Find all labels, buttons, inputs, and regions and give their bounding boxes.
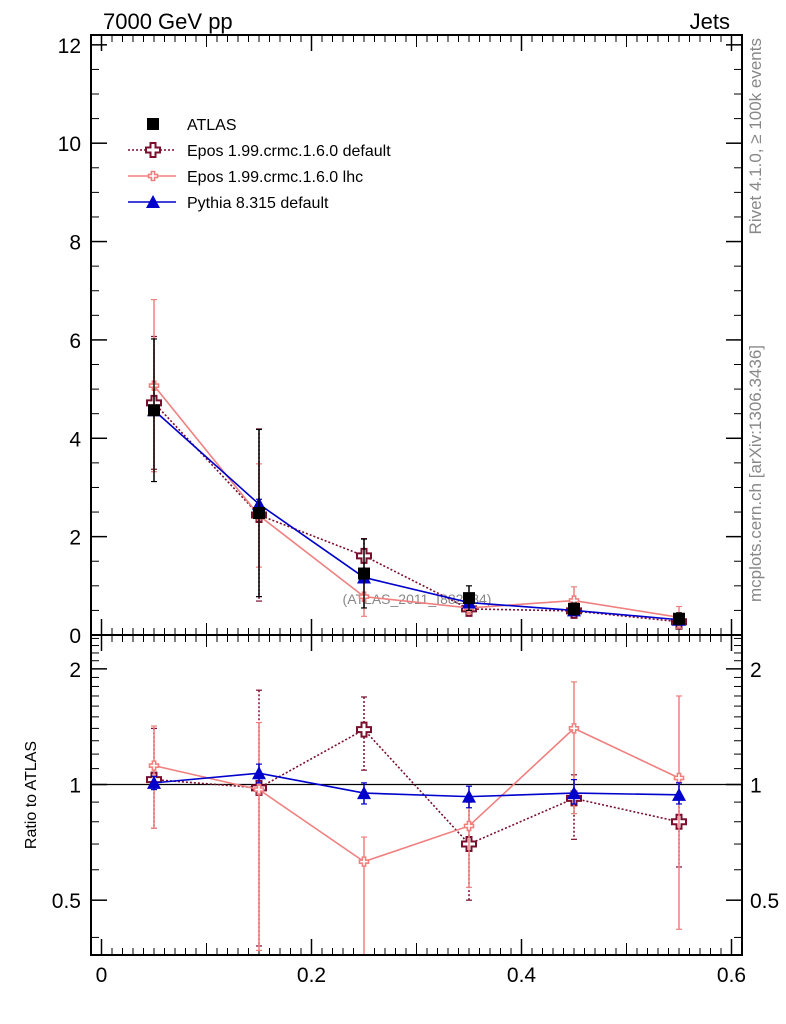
pythia-ratio-point [147,775,161,789]
ratio-panel-frame [90,634,743,956]
main-y-tick-label: 0 [69,625,81,648]
main-y-tick-label: 12 [58,35,81,58]
epos_lhc-ratio-point [358,856,370,867]
epos_default-ratio-line [153,728,680,846]
ratio-y-tick-label-right: 0.5 [750,890,779,913]
atlas-main-point [673,612,685,625]
atlas-main-point [463,592,475,605]
legend-label-epos_lhc: Epos 1.99.crmc.1.6.0 lhc [187,169,363,186]
legend-marker-pythia [146,195,160,208]
main-panel-series [146,298,687,630]
ratio-y-tick-label: 0.5 [52,890,81,913]
ratio-axis-ticks: 0 0.2 0.4 0.6 0.5 0.5 1 1 2 2 [52,635,779,987]
x-tick-label: 0.4 [507,964,537,987]
legend-marker-epos_default [145,142,161,158]
main-y-tick-label: 2 [69,527,81,550]
epos_lhc-ratio-line [153,727,680,863]
x-tick-label: 0.6 [717,964,746,987]
ratio-y-axis-label: Ratio to ATLAS [23,741,40,849]
x-tick-label: 0 [96,964,108,987]
epos_default-ratio-point [356,721,372,738]
legend-marker-epos_lhc [147,170,159,182]
pythia-ratio-point [567,786,581,800]
legend-label-atlas: ATLAS [187,117,237,134]
mcplots-label: mcplots.cern.ch [arXiv:1306.3436] [746,345,765,602]
atlas-main-point [568,602,580,615]
pythia-ratio-point [672,787,686,801]
rivet-label: Rivet 4.1.0, ≥ 100k events [746,38,765,234]
main-y-tick-label: 6 [69,330,81,353]
ratio-y-tick-label: 2 [69,659,81,682]
legend-marker-atlas [147,118,159,130]
ratio-panel-series [146,681,687,956]
main-y-tick-label: 4 [69,428,81,451]
main-y-tick-label: 8 [69,232,81,255]
legend: ATLAS Epos 1.99.crmc.1.6.0 default Epos 1.… [128,117,391,212]
pythia-ratio-line [153,772,680,798]
pythia-ratio-point [357,786,371,800]
epos_lhc-ratio-point [568,723,580,734]
pythia-ratio-point [252,766,266,780]
header-right-label: Jets [690,9,730,34]
main-y-tick-label: 10 [58,133,81,156]
epos_default-main-line [153,402,680,623]
legend-label-epos_default: Epos 1.99.crmc.1.6.0 default [187,143,391,160]
atlas-main-point [148,404,160,417]
pythia-main-line [153,409,680,621]
epos_lhc-main-line [153,385,680,619]
legend-label-pythia: Pythia 8.315 default [187,195,329,212]
ratio-y-tick-label-right: 1 [750,775,762,798]
atlas-main-point [358,567,370,580]
pythia-ratio-point [462,789,476,803]
epos_lhc-ratio-point [463,820,475,832]
main-axis-ticks: 0 2 4 6 8 10 12 [58,35,743,648]
epos_lhc-ratio-point [253,784,265,795]
header-left-label: 7000 GeV pp [103,9,233,34]
epos_lhc-ratio-point [673,772,685,784]
epos_lhc-ratio-point [148,760,160,771]
x-tick-label: 0.2 [297,964,326,987]
ratio-y-tick-label-right: 2 [750,659,762,682]
atlas-main-point [253,507,265,520]
analysis-watermark: (ATLAS_2011_I882984) [343,591,492,607]
ratio-y-tick-label: 1 [69,775,81,798]
